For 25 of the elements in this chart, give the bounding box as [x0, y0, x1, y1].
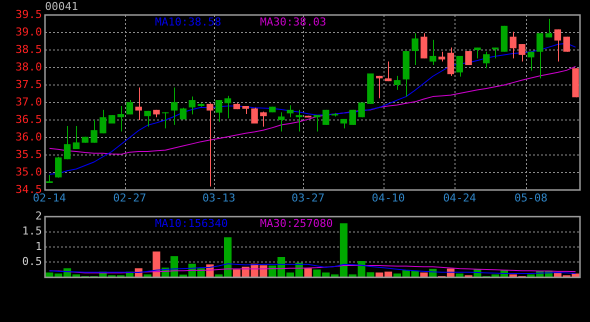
chart-title: 00041	[45, 0, 78, 13]
y-tick-label: 37.5	[16, 78, 42, 91]
x-tick-label: 05-08	[514, 191, 548, 204]
x-tick-label: 03-27	[291, 191, 325, 204]
y-tick-label: 1	[35, 240, 42, 253]
x-tick-label: 04-10	[372, 191, 405, 204]
y-tick-label: 36.0	[16, 130, 42, 144]
x-tick-label: 04-24	[443, 191, 477, 204]
y-tick-label: 35.0	[16, 165, 42, 178]
text: MA10:38.58	[155, 15, 222, 28]
y-tick-label: 35.5	[16, 148, 42, 161]
y-tick-label: 36.5	[16, 112, 42, 126]
x-tick-label: 03-13	[202, 191, 236, 204]
y-tick-label: 1.5	[22, 224, 42, 238]
y-tick-label: 37.0	[16, 95, 42, 108]
y-tick-label: 38.5	[16, 42, 42, 56]
y-tick-label: 39.0	[16, 25, 42, 38]
text: MA30:38.03	[260, 15, 326, 28]
x-tick-label: 02-27	[113, 191, 146, 204]
y-tick-label: 39.5	[16, 8, 42, 21]
y-tick-label: 0.5	[22, 255, 42, 268]
text: MA30:257080	[260, 216, 333, 230]
text: MA10:156340	[155, 216, 228, 230]
y-tick-label: 38.0	[16, 60, 42, 74]
y-tick-label: 2	[35, 209, 42, 222]
